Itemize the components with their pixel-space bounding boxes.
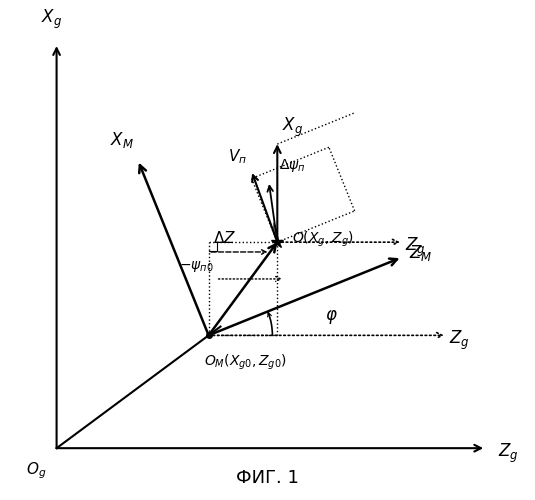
Text: $X_g$: $X_g$ xyxy=(282,116,303,139)
Text: $O_g$: $O_g$ xyxy=(26,460,47,481)
Text: $Z_g$: $Z_g$ xyxy=(498,442,519,464)
Text: $Z_g$: $Z_g$ xyxy=(405,236,425,258)
Text: $\varphi$: $\varphi$ xyxy=(325,308,338,326)
Text: $-\psi_{п0}$: $-\psi_{п0}$ xyxy=(179,259,213,274)
Text: $\Delta Z$: $\Delta Z$ xyxy=(213,230,236,246)
Text: $\Delta\psi_п$: $\Delta\psi_п$ xyxy=(279,157,305,174)
Text: $O(X_g,Z_g)$: $O(X_g,Z_g)$ xyxy=(292,230,354,250)
Text: $Z_g$: $Z_g$ xyxy=(449,328,470,352)
Text: $X_g$: $X_g$ xyxy=(41,8,62,32)
Text: $X_M$: $X_M$ xyxy=(110,130,134,150)
Text: ФИГ. 1: ФИГ. 1 xyxy=(236,470,299,488)
Text: $V_п$: $V_п$ xyxy=(228,147,247,166)
Text: $O_M(X_{g0},Z_{g0})$: $O_M(X_{g0},Z_{g0})$ xyxy=(204,352,287,372)
Text: $Z_M$: $Z_M$ xyxy=(409,244,433,264)
